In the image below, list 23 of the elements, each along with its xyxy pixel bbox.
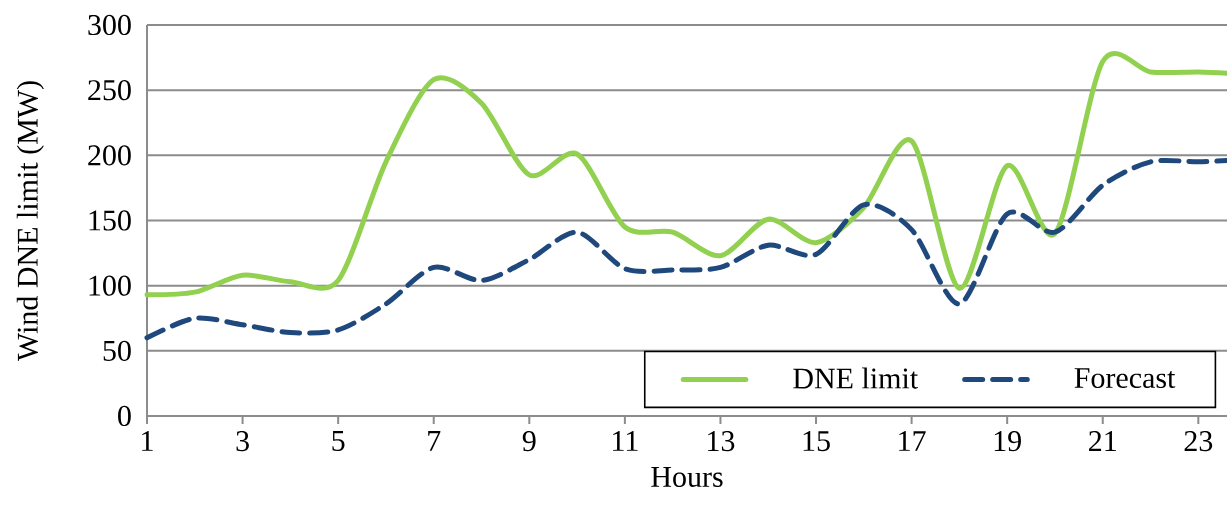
x-tick-label: 19	[994, 431, 1021, 452]
x-tick-label: 11	[613, 431, 638, 451]
y-tick-label: 150	[89, 210, 131, 231]
x-tick-label: 3	[236, 431, 249, 452]
x-tick-label: 21	[1089, 431, 1116, 451]
x-axis-title: Hours	[651, 467, 723, 487]
y-tick-label: 100	[89, 275, 131, 296]
y-tick-label: 200	[88, 145, 131, 166]
x-tick-label: 15	[803, 431, 830, 452]
y-tick-label: 0	[118, 405, 131, 427]
legend-label: Forecast	[1074, 368, 1176, 389]
x-tick-label: 9	[522, 431, 536, 452]
x-tick-label: 7	[428, 431, 441, 451]
y-axis-title: Wind DNE limit (MW)	[16, 81, 44, 362]
y-tick-label: 50	[103, 340, 131, 361]
x-tick-label: 5	[332, 431, 345, 451]
y-tick-label: 250	[88, 80, 131, 101]
x-tick-label: 13	[708, 431, 735, 452]
x-tick-label: 1	[142, 431, 153, 451]
legend-label: DNE limit	[793, 367, 918, 389]
y-tick-label: 300	[88, 14, 131, 36]
x-tick-label: 17	[899, 431, 926, 451]
x-tick-label: 23	[1184, 431, 1213, 452]
